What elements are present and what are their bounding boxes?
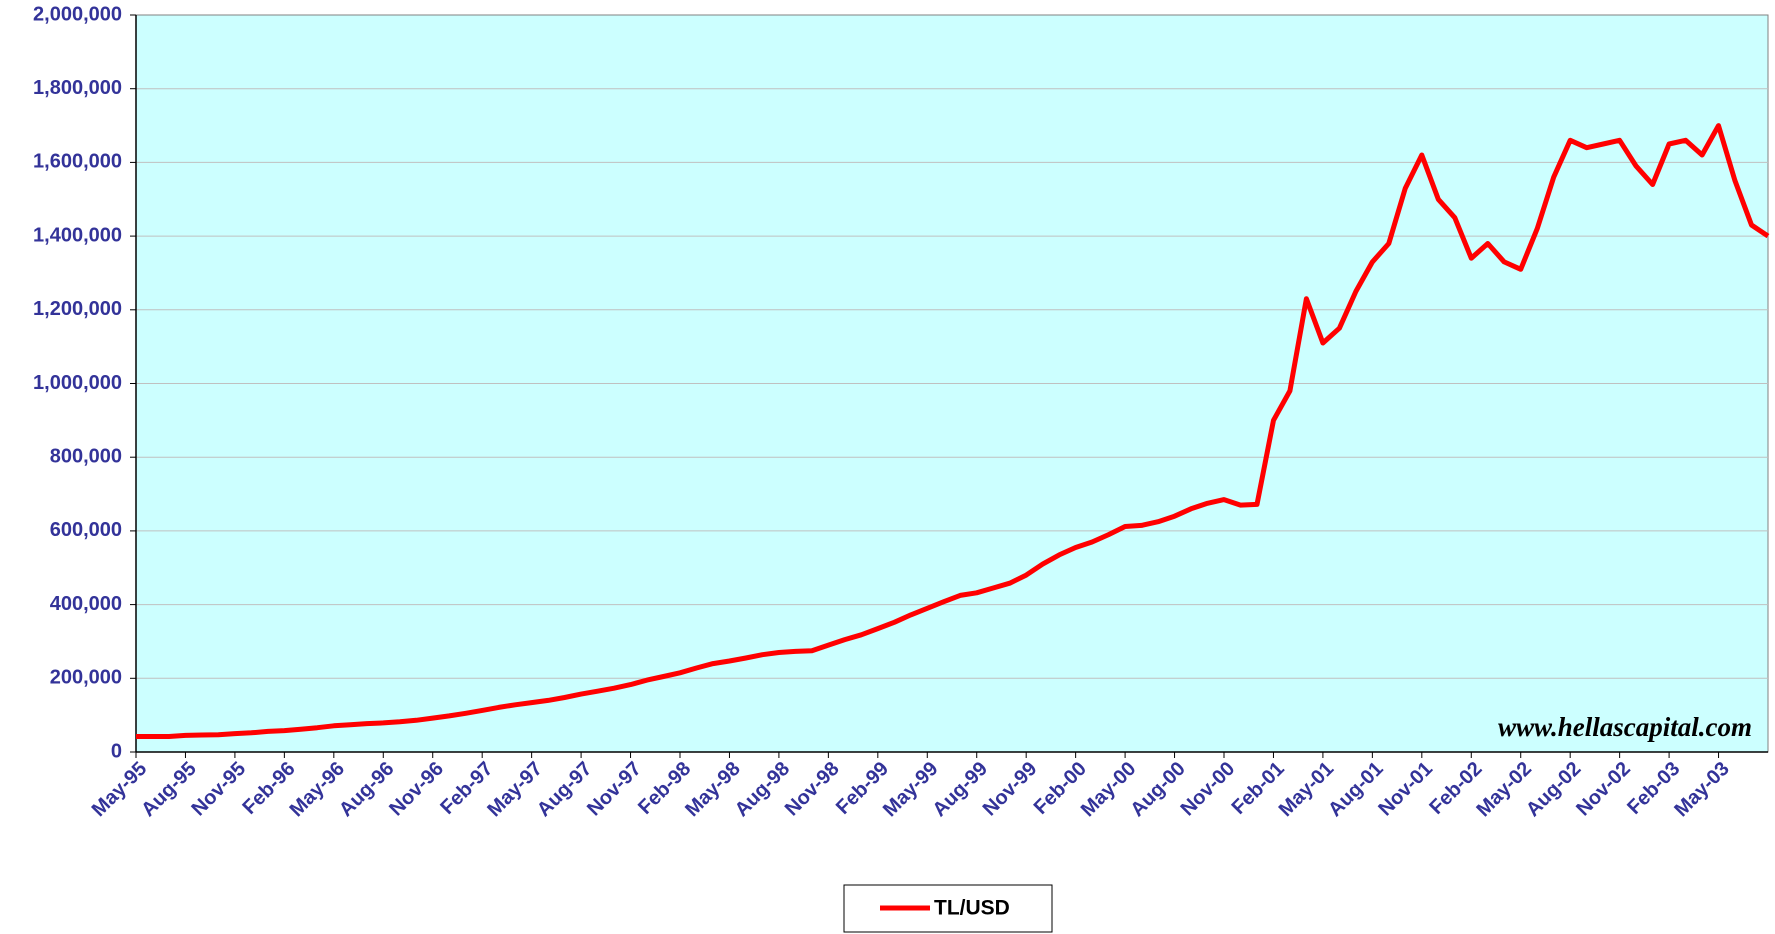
- y-tick-label: 400,000: [50, 593, 122, 615]
- x-tick-label: Aug-98: [731, 758, 794, 821]
- x-tick-label: May-99: [879, 758, 943, 822]
- data-line: [136, 123, 1770, 739]
- y-tick-label: 1,200,000: [33, 298, 122, 320]
- y-tick-label: 1,000,000: [33, 372, 122, 394]
- x-tick-label: Aug-96: [335, 758, 398, 821]
- x-tick-label: Nov-02: [1572, 758, 1635, 821]
- x-tick-label: Aug-00: [1126, 758, 1189, 821]
- y-tick-label: 1,400,000: [33, 224, 122, 246]
- x-tick-label: Aug-01: [1324, 758, 1387, 821]
- x-tick-label: Nov-95: [187, 758, 250, 821]
- y-tick-label: 800,000: [50, 445, 122, 467]
- x-tick-label: Aug-99: [929, 758, 992, 821]
- x-tick-label: May-01: [1275, 758, 1339, 822]
- y-tick-label: 200,000: [50, 667, 122, 689]
- x-tick-label: Aug-97: [533, 758, 596, 821]
- y-tick-label: 2,000,000: [33, 3, 122, 25]
- x-tick-label: May-98: [681, 758, 745, 822]
- y-tick-label: 1,800,000: [33, 77, 122, 99]
- x-tick-label: May-95: [88, 758, 152, 822]
- x-tick-label: May-00: [1077, 758, 1141, 822]
- x-tick-label: May-03: [1670, 758, 1734, 822]
- x-tick-label: Nov-99: [979, 758, 1042, 821]
- y-tick-label: 1,600,000: [33, 151, 122, 173]
- x-tick-label: Aug-95: [137, 758, 200, 821]
- y-tick-label: 600,000: [50, 519, 122, 541]
- y-tick-label: 0: [111, 740, 122, 762]
- x-tick-label: May-97: [483, 758, 547, 822]
- x-tick-label: May-96: [286, 758, 350, 822]
- x-tick-label: Nov-98: [781, 758, 844, 821]
- watermark: www.hellascapital.com: [1498, 712, 1752, 742]
- legend-box: [843, 884, 1053, 933]
- x-tick-label: Aug-02: [1522, 758, 1585, 821]
- x-tick-label: Nov-96: [385, 758, 448, 821]
- x-tick-label: Nov-00: [1177, 758, 1240, 821]
- x-tick-label: May-02: [1472, 758, 1536, 822]
- x-tick-label: Nov-01: [1374, 758, 1437, 821]
- x-tick-label: Nov-97: [583, 758, 646, 821]
- legend-label: TL/USD: [934, 897, 1010, 920]
